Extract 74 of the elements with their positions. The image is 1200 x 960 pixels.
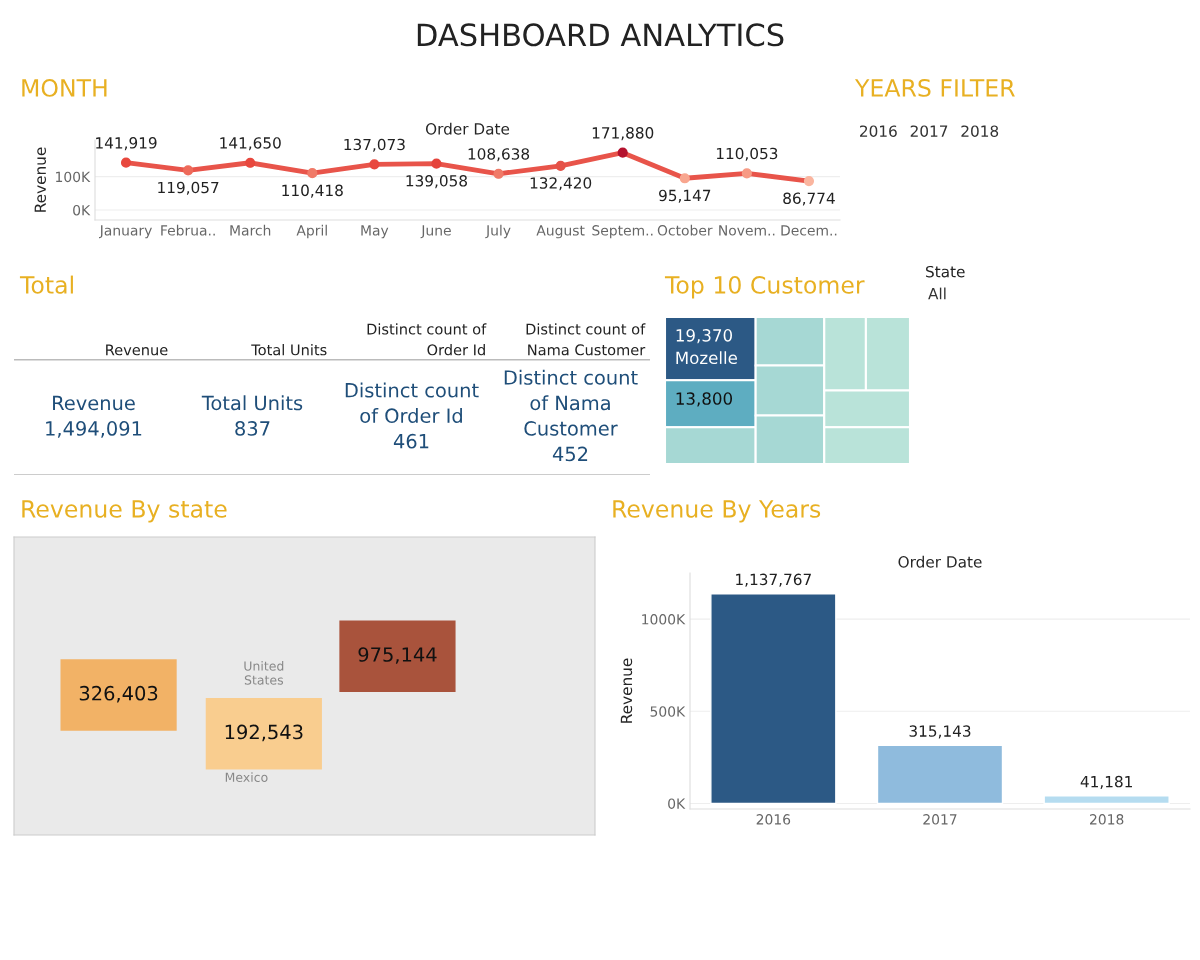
bar <box>876 744 1004 805</box>
category-label: Distinct count of Nama Customer <box>504 369 638 436</box>
category-label: 2016 <box>860 125 897 137</box>
text: 461 <box>393 433 429 449</box>
category-label: Total Units <box>251 344 327 356</box>
y-tick-label: 0K <box>668 798 686 809</box>
y-tick-label: 0K <box>73 204 91 216</box>
text: Mexico <box>225 772 268 783</box>
x-tick-label: October <box>657 224 713 236</box>
x-axis-title: Order Date <box>898 555 982 568</box>
y-tick-label: 500K <box>650 706 686 717</box>
text: YEARS FILTER <box>854 78 1015 97</box>
x-axis-title: Order Date <box>425 122 510 135</box>
text: DASHBOARD ANALYTICS <box>417 23 784 47</box>
category-label: Total Units <box>201 395 303 411</box>
category-label: Revenue <box>106 344 168 356</box>
data-label: 110,053 <box>716 147 778 161</box>
data-label: 315,143 <box>909 725 971 739</box>
x-tick-label: April <box>296 224 327 239</box>
category-label: 2017 <box>910 125 948 137</box>
data-label: 1,137,767 <box>736 573 811 587</box>
category-label: Mozelle <box>676 351 738 365</box>
data-label: 41,181 <box>1080 775 1132 789</box>
chart-title: Revenue By Years <box>613 500 821 523</box>
category-label: Distinct count of Nama Customer <box>526 323 646 356</box>
x-tick-label: May <box>361 225 389 239</box>
text: All <box>928 287 946 300</box>
x-tick-label: 2017 <box>923 814 957 825</box>
chart-title: MONTH <box>22 78 107 97</box>
y-tick-label: 1000K <box>642 614 686 625</box>
x-tick-label: 2018 <box>1090 814 1124 825</box>
text: 975,144 <box>358 647 437 664</box>
data-label: 139,058 <box>406 175 467 189</box>
data-label: 19,370 <box>676 329 733 344</box>
category-label: 2018 <box>961 125 999 137</box>
text: 1,494,091 <box>46 421 142 438</box>
text: United States <box>244 661 284 685</box>
data-label: 119,057 <box>158 181 219 195</box>
x-tick-label: June <box>420 225 451 239</box>
data-label: 86,774 <box>783 192 835 206</box>
data-label: 171,880 <box>592 127 654 141</box>
x-tick-label: January <box>99 225 152 239</box>
x-tick-label: August <box>536 225 585 239</box>
data-label: 141,650 <box>220 137 281 151</box>
x-tick-label: Decem.. <box>781 225 837 236</box>
data-label: 141,919 <box>96 137 157 151</box>
text: Revenue By state <box>22 500 227 523</box>
text: Total <box>19 275 73 294</box>
text: 192,543 <box>225 724 303 742</box>
x-tick-label: 2016 <box>756 814 791 825</box>
data-label: 137,073 <box>344 138 405 152</box>
text: 452 <box>552 446 588 462</box>
y-axis-title: Revenue <box>34 147 46 212</box>
bar <box>710 592 837 805</box>
data-label: 108,638 <box>468 148 530 162</box>
data-label: 110,418 <box>282 184 343 198</box>
x-tick-label: Septem.. <box>592 225 653 239</box>
text: 326,403 <box>79 685 158 703</box>
y-axis-title: Revenue <box>620 658 633 723</box>
text: State <box>926 265 965 278</box>
category-label: Distinct count of Order Id <box>367 323 487 356</box>
y-tick-label: 100K <box>56 171 91 183</box>
x-tick-label: March <box>230 224 271 236</box>
data-label: 13,800 <box>676 392 733 407</box>
data-label: 95,147 <box>659 189 711 203</box>
category-label: Revenue <box>53 395 135 411</box>
text: 837 <box>235 421 270 436</box>
x-tick-label: Februa.. <box>161 224 215 236</box>
category-label: Distinct count of Order Id <box>345 382 479 424</box>
x-tick-label: July <box>485 224 511 239</box>
x-tick-label: Novem.. <box>719 225 775 236</box>
bar <box>1043 795 1170 805</box>
data-label: 132,420 <box>530 177 592 191</box>
text: Top 10 Customer <box>664 275 865 299</box>
